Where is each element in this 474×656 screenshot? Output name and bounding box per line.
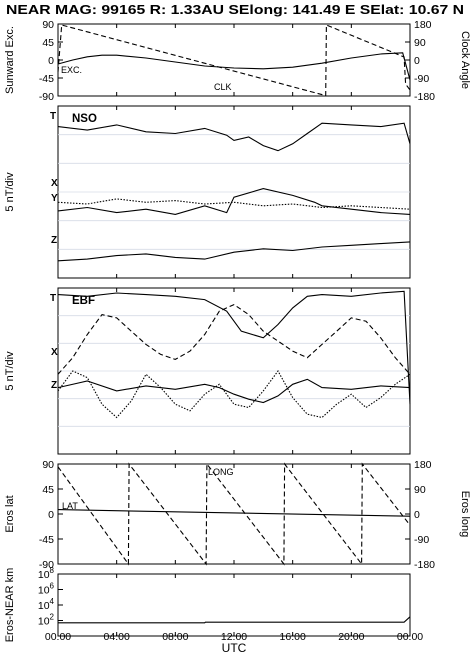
series-sunward-exc xyxy=(57,52,411,81)
eros-near-km-tick-label: 108 xyxy=(38,566,55,581)
eros-long-tick-label: 0 xyxy=(414,509,420,521)
series-nso-z xyxy=(57,241,411,262)
header-title: NEAR MAG: 99165 R: 1.33AU SElong: 141.49… xyxy=(6,3,464,17)
series-nso-y xyxy=(57,188,411,215)
ylabel-ebf: 5 nT/div xyxy=(4,351,16,391)
eros-long-tick-label: 90 xyxy=(414,484,426,496)
ylabel-eros-long: Eros long xyxy=(459,491,471,537)
ylabel-eros-near-km: Eros-NEAR km xyxy=(4,568,16,643)
series-nso-t xyxy=(57,122,411,152)
eros-near-km-tick-label: 106 xyxy=(38,582,55,597)
sunward-exc-tick-label: -90 xyxy=(39,91,54,103)
panel-frame-exc-clk xyxy=(57,23,411,97)
clock-angle-tick-label: 0 xyxy=(414,55,420,67)
eros-near-km-tick-label: 104 xyxy=(38,597,55,612)
clock-angle-tick-label: 180 xyxy=(414,19,432,31)
series-ebf-z xyxy=(57,378,411,404)
panel-frame-eros-near-distance xyxy=(57,573,411,637)
panel-title-ebf: EBF xyxy=(72,295,95,307)
ebf-label-x: X xyxy=(51,347,58,358)
x-tick-label: 08:00 xyxy=(162,631,188,643)
ylabel-eros-lat: Eros lat xyxy=(4,495,16,532)
sunward-exc-tick-label: 45 xyxy=(42,37,54,49)
series-eros-long xyxy=(57,462,411,566)
clock-angle-tick-label: -90 xyxy=(414,73,429,85)
panel-frame-eros-lat-long xyxy=(57,463,411,565)
x-tick-label: 04:00 xyxy=(104,631,130,643)
ebf-label-z: Z xyxy=(51,380,57,391)
ylabel-clock-angle: Clock Angle xyxy=(459,31,471,89)
eros-near-km-tick-label: 102 xyxy=(38,613,55,628)
sunward-exc-tick-label: 90 xyxy=(42,19,54,31)
nso-label-x: X xyxy=(51,178,58,189)
nso-label-z: Z xyxy=(51,235,57,246)
sunward-exc-tick-label: 0 xyxy=(48,55,54,67)
clock-angle-tick-label: -180 xyxy=(414,91,435,103)
x-tick-label: 16:00 xyxy=(280,631,306,643)
sunward-exc-tick-label: -45 xyxy=(39,73,54,85)
series-nso-x xyxy=(57,198,411,210)
eros-lat-tick-label: 45 xyxy=(42,484,54,496)
x-tick-label: 00:00 xyxy=(397,631,423,643)
series-ebf-t xyxy=(57,290,411,405)
annotation-exc: EXC. xyxy=(61,65,82,75)
eros-lat-tick-label: -90 xyxy=(39,559,54,571)
eros-lat-tick-label: -45 xyxy=(39,534,54,546)
annotation-clk: CLK xyxy=(214,82,232,92)
nso-label-t: T xyxy=(50,111,56,122)
x-axis-label: UTC xyxy=(222,641,247,655)
x-tick-label: 00:00 xyxy=(45,631,71,643)
annotation-lat: LAT xyxy=(62,501,78,511)
eros-lat-tick-label: 0 xyxy=(48,509,54,521)
eros-lat-tick-label: 90 xyxy=(42,459,54,471)
annotation-long: LONG xyxy=(208,467,234,477)
panel-title-nso: NSO xyxy=(72,113,97,125)
nso-label-y: Y xyxy=(51,193,58,204)
series-eros-lat xyxy=(57,509,411,517)
eros-long-tick-label: 180 xyxy=(414,459,432,471)
eros-long-tick-label: -90 xyxy=(414,534,429,546)
x-tick-label: 12:00 xyxy=(221,631,247,643)
ylabel-sunward-exc: Sunward Exc. xyxy=(4,26,16,94)
series-ebf-x xyxy=(57,303,411,375)
ylabel-nso: 5 nT/div xyxy=(4,172,16,212)
clock-angle-tick-label: 90 xyxy=(414,37,426,49)
eros-long-tick-label: -180 xyxy=(414,559,435,571)
series-clock-angle xyxy=(57,24,411,97)
series-ebf-y xyxy=(57,369,411,419)
x-tick-label: 20:00 xyxy=(338,631,364,643)
series-eros-near-km xyxy=(58,616,411,624)
ebf-label-t: T xyxy=(50,293,56,304)
